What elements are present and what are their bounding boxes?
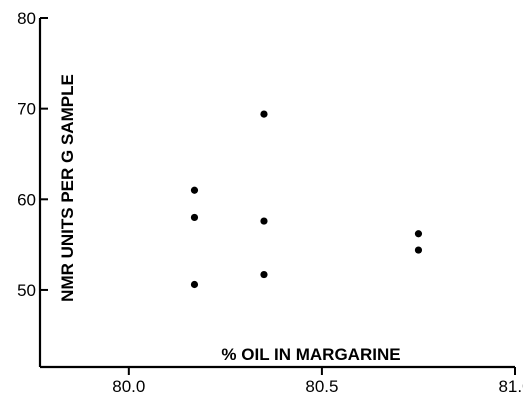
y-ticks: 50 60 70 80 [17, 9, 48, 300]
data-point [414, 246, 423, 254]
data-point [190, 280, 199, 289]
y-axis-label: NMR UNITS PER G SAMPLE [58, 74, 77, 302]
data-point [260, 110, 268, 118]
x-tick-label: 80.5 [305, 377, 338, 396]
data-point [190, 213, 199, 222]
y-tick-label: 70 [17, 100, 36, 119]
x-tick-label: 81.0 [498, 377, 523, 396]
y-tick-label: 50 [17, 281, 36, 300]
data-point [414, 230, 423, 238]
data-point [190, 186, 199, 194]
data-point [260, 270, 268, 279]
x-axis-label: % OIL IN MARGARINE [221, 345, 400, 364]
data-point [260, 217, 268, 225]
data-points [190, 110, 423, 289]
y-tick-label: 60 [17, 190, 36, 209]
x-tick-label: 80.0 [112, 377, 145, 396]
x-ticks: 80.0 80.5 81.0 [112, 367, 523, 396]
y-tick-label: 80 [17, 9, 36, 28]
